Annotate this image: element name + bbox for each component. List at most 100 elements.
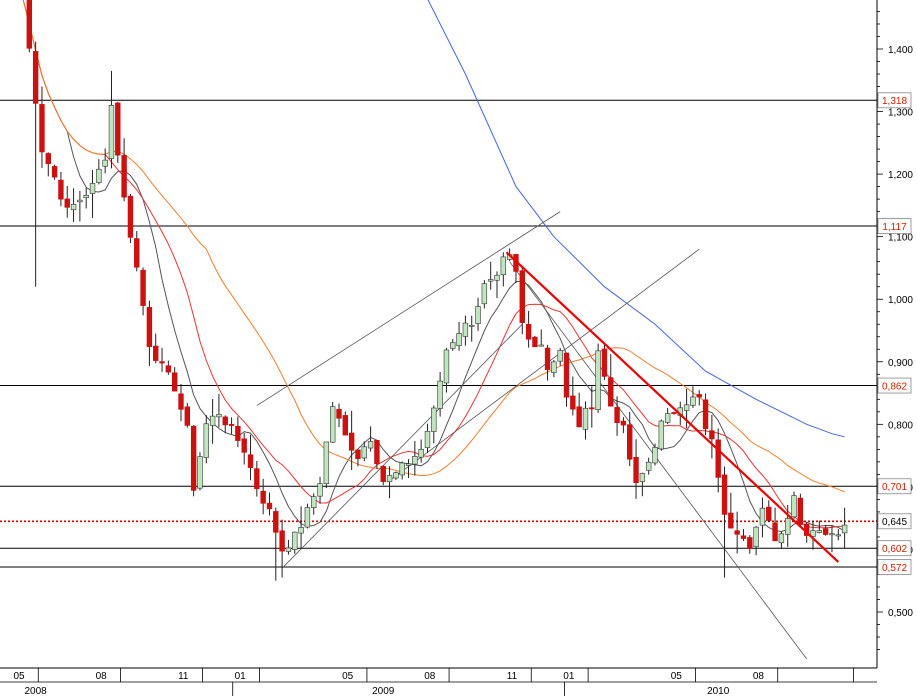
candle-down-body [702,399,709,430]
level-badge-label: 0,701 [882,482,907,493]
candle [329,401,336,443]
candle [367,426,374,452]
candle-down-body [222,416,228,426]
candle [532,335,538,348]
month-label: 08 [753,671,765,682]
candle-down-body [822,528,829,535]
candle [222,415,228,434]
level-badge-box [877,540,912,557]
candle [639,472,646,497]
y-tick-label: 1,400 [888,45,913,56]
candle [487,261,494,290]
candle-down-body [614,407,620,424]
y-tick-label: 0,500 [888,608,913,619]
candle-down-body [563,352,570,398]
candle [772,507,778,542]
level-badge: 1,117 [877,218,912,234]
candle-up-body [77,199,83,203]
y-tick-label: 1,100 [888,233,913,244]
candle-down-body [140,269,146,306]
candle-down-body [121,155,127,198]
candle [690,386,696,408]
candle [759,497,766,538]
candle-down-body [620,420,627,426]
candle-down-body [728,512,734,529]
channel-line [281,323,523,569]
candle [342,411,349,436]
candle-up-body [664,413,671,423]
candle-down-body [159,361,165,364]
candle-down-body [32,51,39,104]
candle [165,360,172,375]
candle-down-body [266,502,273,510]
candle-up-body [582,407,589,430]
year-label: 2010 [707,686,730,696]
candle-up-body [304,507,311,528]
candle-up-body [70,204,77,211]
candle-up-body [475,306,481,324]
candle-down-body [709,430,715,440]
candle-down-body [273,511,279,533]
y-tick-label: 1,000 [888,295,913,306]
candle [254,460,260,497]
candle [298,506,304,549]
candle-up-body [557,350,563,362]
candle-down-body [740,535,747,539]
candle-up-body [216,413,222,418]
candle-down-body [279,530,285,552]
candle-down-body [734,530,740,535]
candle-down-body [576,406,582,428]
candle [658,419,665,451]
month-label: 05 [13,671,25,682]
candle-down-body [241,438,247,453]
downtrend-line-path [505,251,840,563]
candle-up-body [102,159,108,167]
level-badge: 0,602 [877,540,912,557]
candle-up-body [317,483,323,497]
candle-down-body [184,406,191,426]
candle [608,354,614,407]
candle-up-body [683,404,690,411]
candle-up-body [595,350,601,410]
candle [386,466,393,499]
level-badge: 0,862 [877,377,912,394]
candle-down-body [146,306,153,347]
level-badge-label: 0,862 [882,381,907,392]
candle [797,493,804,528]
candle [355,449,361,467]
candle-up-body [418,449,424,458]
candle [696,390,702,406]
candle-up-body [652,447,658,464]
horizontal-levels [0,99,877,568]
candle [469,315,475,342]
candle [620,417,627,434]
candle-down-body [766,506,772,521]
candle [785,504,791,547]
candle-down-body [134,238,140,268]
candle [83,187,89,209]
candle-up-body [83,195,89,199]
candle-up-body [785,518,791,535]
candle [380,465,386,486]
month-label: 08 [96,671,108,682]
candle [544,344,551,381]
month-label: 05 [342,671,354,682]
candle-up-body [311,496,317,508]
candle-down-body [165,365,172,373]
candle [273,507,279,581]
candle-down-body [342,415,349,436]
candle [96,159,102,185]
candle [519,267,525,335]
candle-down-body [627,424,633,460]
candle [778,531,785,549]
candle [645,457,652,475]
candle-up-body [538,344,544,347]
candle-down-body [51,166,58,178]
candle [153,333,159,364]
candle-up-body [829,533,835,536]
y-axis-background [877,0,917,668]
candle-up-body [645,461,652,471]
candle [77,190,83,222]
level-badge-box [877,559,912,575]
